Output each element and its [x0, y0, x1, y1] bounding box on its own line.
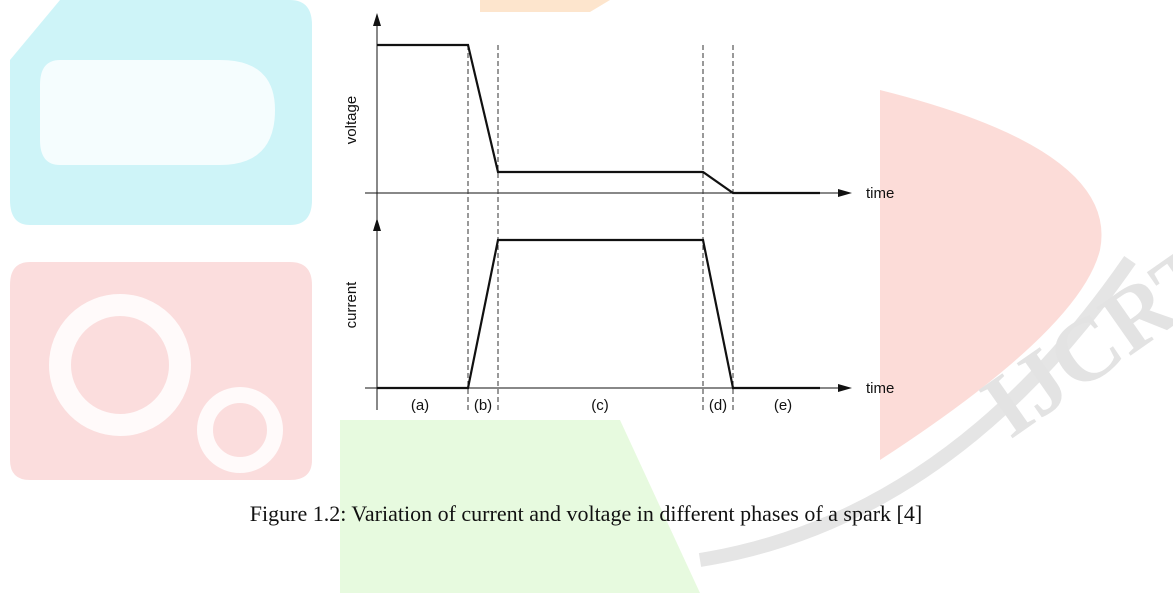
watermark-red: [880, 90, 1102, 460]
axes: [365, 13, 852, 410]
y-axis-label: voltage: [343, 96, 360, 144]
phase-label: (b): [474, 397, 492, 414]
watermark-swoosh: [698, 256, 1136, 567]
watermark-orange: [480, 0, 610, 12]
voltage-waveform: [377, 43, 820, 195]
arrowhead: [373, 218, 381, 231]
watermark-green: [340, 420, 700, 593]
phase-label: (c): [591, 397, 609, 414]
arrowhead: [838, 189, 852, 197]
watermark-shapes: IJCRT: [10, 0, 1173, 593]
x-axis-label: time: [866, 185, 894, 202]
watermark-cloud: [40, 60, 275, 165]
phase-label: (d): [709, 397, 727, 414]
figure-caption: Figure 1.2: Variation of current and vol…: [250, 501, 922, 526]
phase-label: (a): [411, 397, 429, 414]
arrowhead: [838, 384, 852, 392]
x-axis-label: time: [866, 380, 894, 397]
watermark-gear-small: [197, 387, 283, 473]
y-axis-label: current: [343, 281, 360, 329]
current-waveform: [377, 238, 820, 390]
arrowhead: [373, 13, 381, 26]
phase-label: (e): [774, 397, 792, 414]
phase-boundaries: [467, 45, 734, 412]
watermark-gear: [49, 294, 191, 436]
